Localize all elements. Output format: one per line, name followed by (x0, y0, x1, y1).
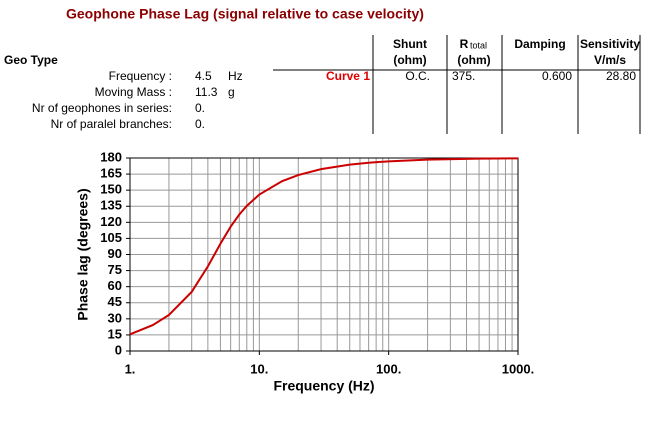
y-tick-label: 105 (100, 230, 122, 245)
y-tick-label: 15 (108, 326, 122, 341)
y-tick-label: 135 (100, 198, 122, 213)
column-title-small: total (470, 40, 487, 50)
param-unit: g (228, 85, 235, 99)
x-axis-title: Frequency (Hz) (273, 378, 374, 394)
param-label: Frequency : (109, 69, 172, 83)
param-value: 0. (195, 101, 205, 115)
x-tick-label: 100. (376, 361, 401, 376)
param-label: Nr of paralel branches: (51, 117, 172, 131)
x-tick-label: 1. (125, 361, 136, 376)
y-tick-label: 30 (108, 310, 122, 325)
plot-border (129, 157, 519, 352)
param-value: 11.3 (195, 85, 218, 99)
cell: 375. (452, 69, 475, 83)
row-name: Curve 1 (326, 69, 370, 83)
y-tick-label: 150 (100, 182, 122, 197)
x-tick-label: 10. (250, 361, 268, 376)
y-tick-label: 0 (115, 342, 122, 357)
column-title: Shunt (393, 37, 427, 51)
geo-type: Geo Type (4, 53, 58, 67)
y-tick-label: 180 (100, 149, 122, 164)
column-sub: V/m/s (594, 53, 626, 67)
y-tick-label: 60 (108, 278, 122, 293)
param-value: 0. (195, 117, 205, 131)
table-lines (273, 35, 641, 134)
y-tick-label: 165 (100, 166, 122, 181)
column-title: R (460, 37, 469, 51)
y-tick-label: 45 (108, 294, 122, 309)
cell: O.C. (405, 69, 430, 83)
param-value: 4.5 (195, 69, 212, 83)
y-tick-label: 120 (100, 214, 122, 229)
column-sub: (ohm) (457, 53, 490, 67)
y-tick-label: 75 (108, 262, 122, 277)
y-tick-label: 90 (108, 246, 122, 261)
param-unit: Hz (228, 69, 243, 83)
column-sub: (ohm) (393, 53, 426, 67)
cell: 0.600 (542, 69, 572, 83)
param-label: Nr of geophones in series: (32, 101, 172, 115)
title: Geophone Phase Lag (signal relative to c… (66, 6, 424, 22)
column-title: Sensitivity (580, 37, 640, 51)
x-tick-label: 1000. (502, 361, 535, 376)
param-label: Moving Mass : (95, 85, 172, 99)
cell: 28.80 (606, 69, 636, 83)
curve (129, 157, 519, 336)
y-axis-title: Phase lag (degrees) (75, 188, 91, 320)
column-title: Damping (514, 37, 565, 51)
